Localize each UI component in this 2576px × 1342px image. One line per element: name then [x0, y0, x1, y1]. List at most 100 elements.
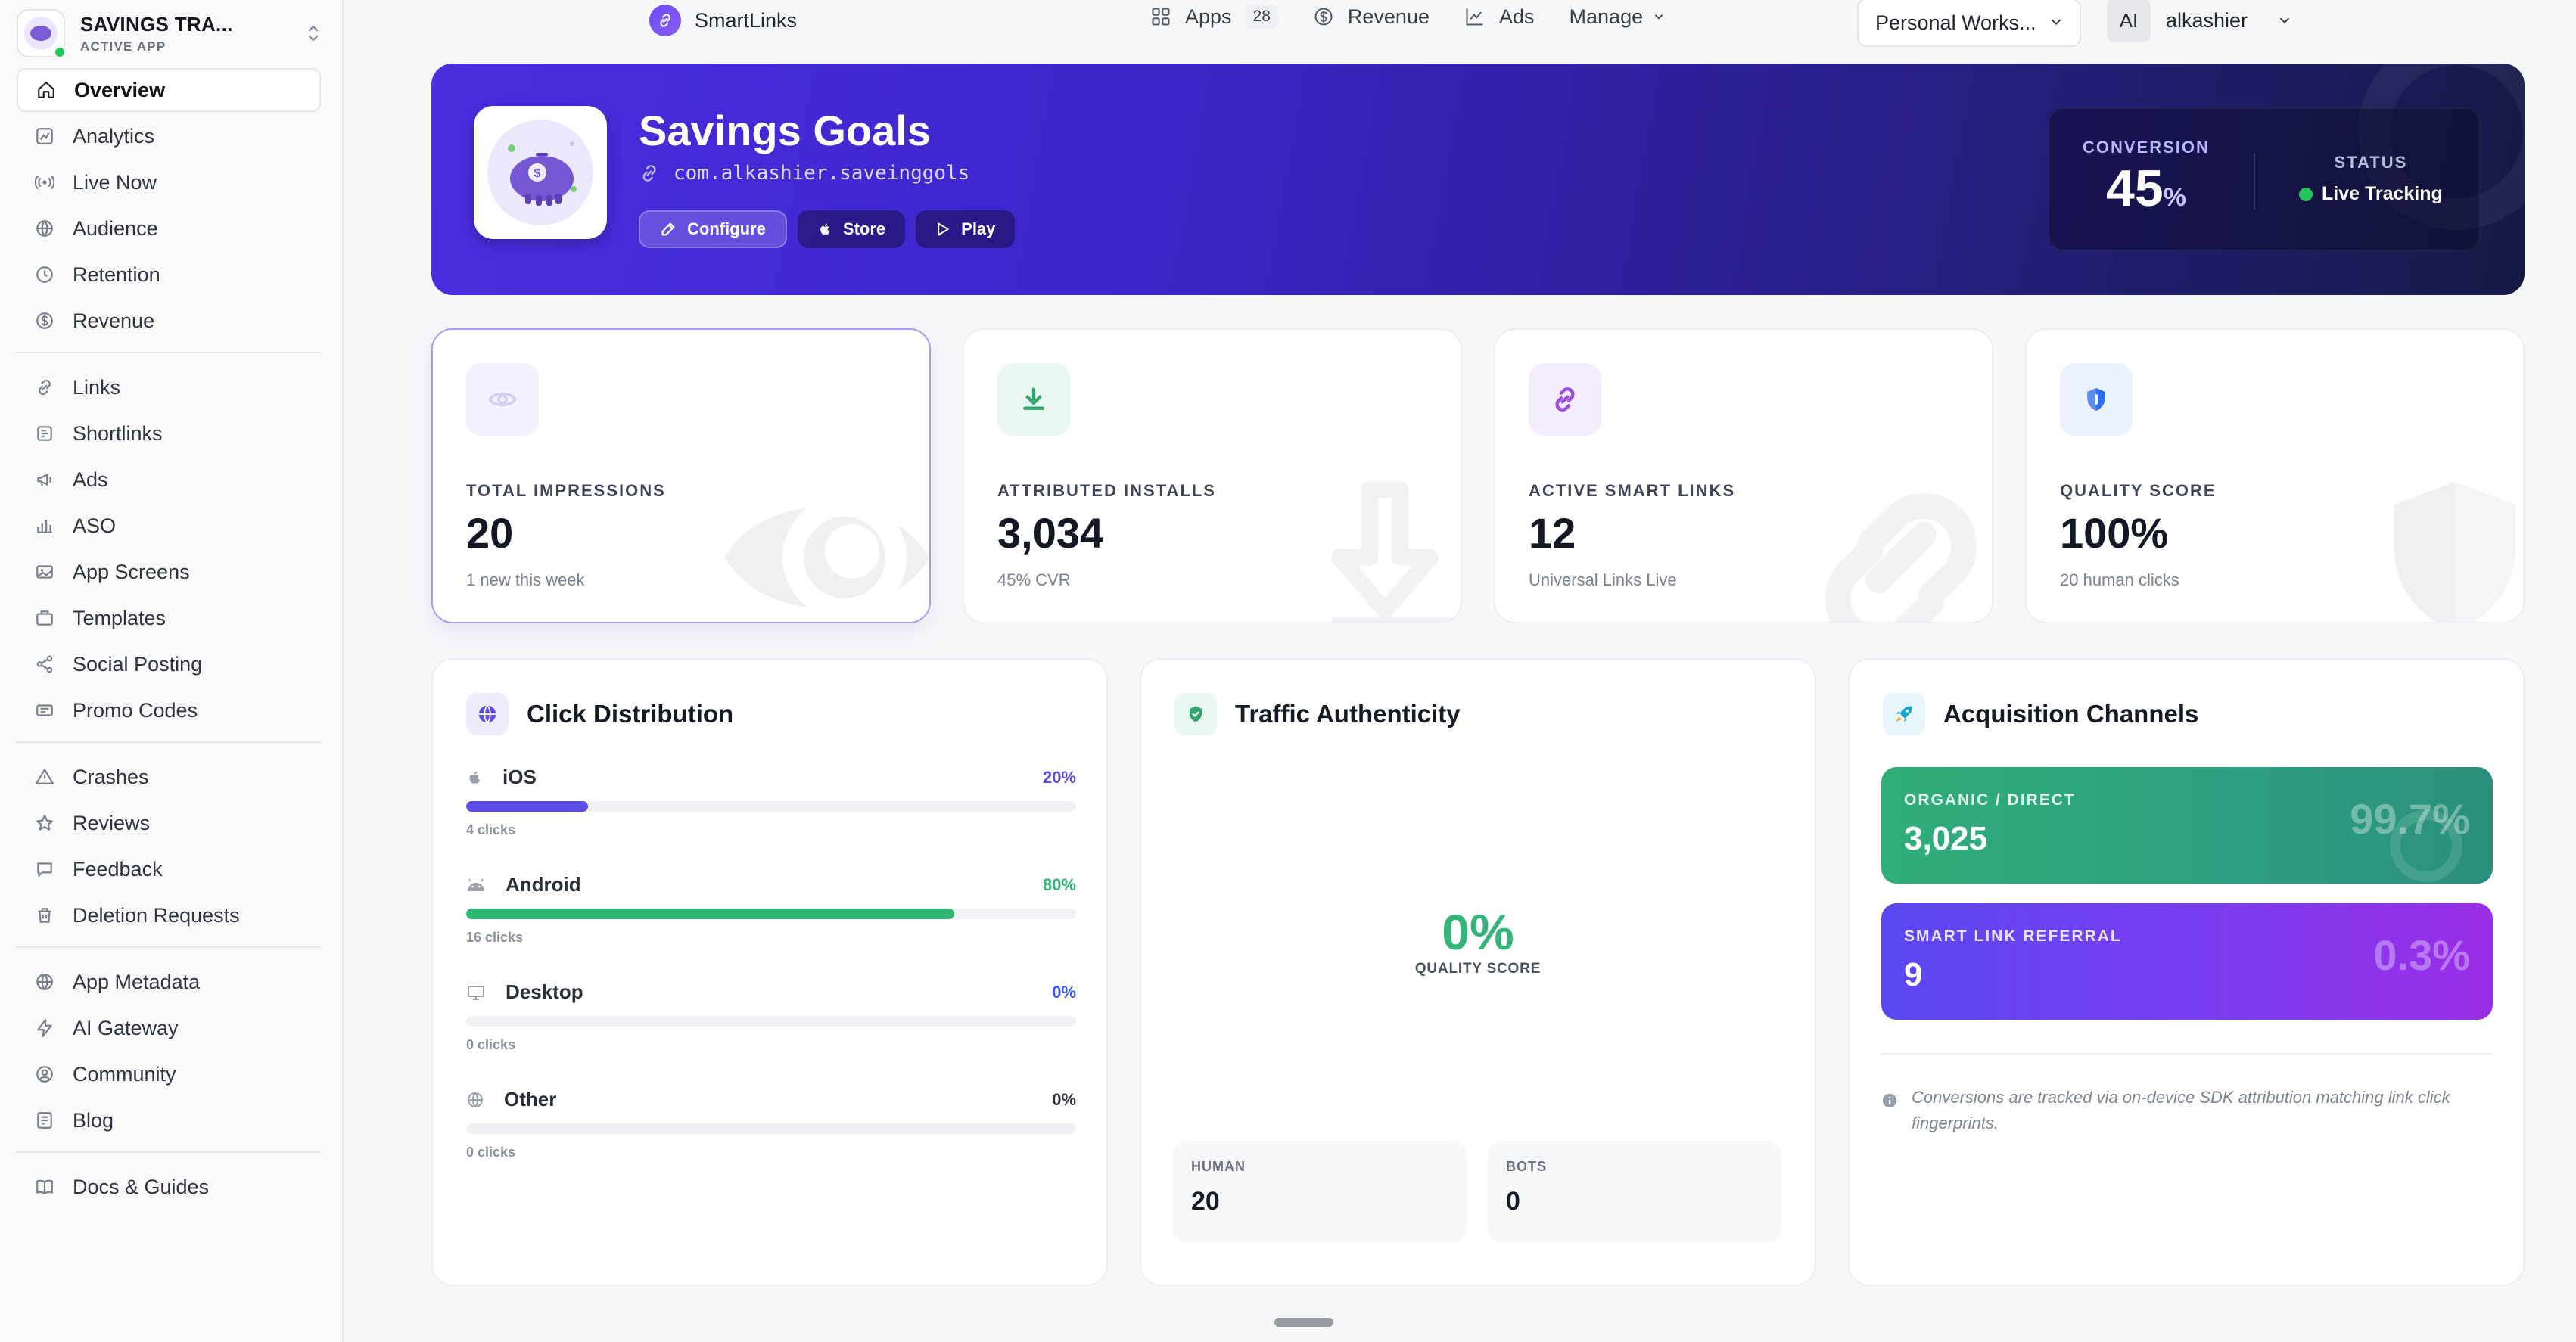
- progress-track: [466, 1123, 1076, 1134]
- workspace-selector[interactable]: Personal Works...: [1857, 0, 2081, 47]
- image-icon: [35, 562, 54, 582]
- human-count-box: HUMAN 20: [1173, 1141, 1467, 1242]
- conversion-label: CONVERSION: [2083, 138, 2210, 157]
- topnav-revenue[interactable]: Revenue: [1313, 5, 1430, 29]
- shield-watermark-icon: [2379, 467, 2523, 622]
- kpi-label: ATTRIBUTED INSTALLS: [997, 481, 1216, 500]
- sidebar-item-overview[interactable]: Overview: [17, 68, 321, 112]
- sidebar-item-live-now[interactable]: Live Now: [17, 160, 321, 204]
- chevron-up-down-icon: [307, 23, 319, 45]
- kpi-card-impressions[interactable]: TOTAL IMPRESSIONS 20 1 new this week: [431, 328, 931, 623]
- chart-icon: [1466, 8, 1483, 26]
- quality-score-value: 0%: [1442, 904, 1514, 960]
- download-watermark-icon: [1317, 467, 1461, 622]
- sidebar-item-app-screens[interactable]: App Screens: [17, 550, 321, 594]
- app-avatar: [17, 9, 67, 59]
- sidebar-item-aso[interactable]: ASO: [17, 504, 321, 548]
- human-value: 20: [1191, 1187, 1220, 1216]
- status-badge: Live Tracking: [2299, 183, 2443, 205]
- conversion-stat: CONVERSION 45%: [2083, 138, 2210, 218]
- clock-icon: [35, 265, 54, 284]
- panel-title: Click Distribution: [527, 700, 734, 728]
- sidebar-item-deletion-requests[interactable]: Deletion Requests: [17, 893, 321, 937]
- attribution-note-text: Conversions are tracked via on-device SD…: [1912, 1088, 2450, 1132]
- sidebar-item-blog[interactable]: Blog: [17, 1098, 321, 1142]
- topnav-apps[interactable]: Apps 28: [1150, 5, 1278, 29]
- chevron-down-icon: [2051, 19, 2061, 26]
- bundle-id-text: com.alkashier.saveinggols: [674, 162, 970, 185]
- sidebar-item-retention[interactable]: Retention: [17, 253, 321, 297]
- chat-icon: [35, 859, 54, 879]
- sidebar-item-community[interactable]: Community: [17, 1052, 321, 1096]
- link-icon: [35, 377, 54, 397]
- sidebar-item-links[interactable]: Links: [17, 365, 321, 409]
- platform-name: Android: [506, 873, 581, 896]
- kpi-card-smart-links[interactable]: ACTIVE SMART LINKS 12 Universal Links Li…: [1494, 328, 1993, 623]
- trash-icon: [35, 906, 54, 925]
- sidebar-divider: [17, 352, 321, 353]
- bots-count-box: BOTS 0: [1488, 1141, 1781, 1242]
- kpi-card-installs[interactable]: ATTRIBUTED INSTALLS 3,034 45% CVR: [963, 328, 1462, 623]
- panel-header: Acquisition Channels: [1883, 693, 2198, 735]
- human-label: HUMAN: [1191, 1159, 1246, 1174]
- sidebar-item-feedback[interactable]: Feedback: [17, 847, 321, 891]
- sidebar-item-social-posting[interactable]: Social Posting: [17, 642, 321, 686]
- topnav-manage[interactable]: Manage: [1570, 5, 1666, 29]
- sidebar-item-analytics[interactable]: Analytics: [17, 114, 321, 158]
- channel-label: ORGANIC / DIRECT: [1904, 791, 2076, 809]
- workspace-name: Personal Works...: [1875, 11, 2036, 34]
- sidebar-item-crashes[interactable]: Crashes: [17, 755, 321, 799]
- sidebar: SAVINGS TRA... ACTIVE APP Overview Analy…: [0, 0, 344, 1342]
- kpi-label: TOTAL IMPRESSIONS: [466, 481, 666, 500]
- channel-card-smart-link[interactable]: SMART LINK REFERRAL 9 0.3%: [1881, 903, 2493, 1020]
- kpi-card-quality-score[interactable]: QUALITY SCORE 100% 20 human clicks: [2025, 328, 2525, 623]
- sidebar-item-label: Blog: [73, 1108, 114, 1132]
- sidebar-item-ads[interactable]: Ads: [17, 458, 321, 502]
- sidebar-item-label: Shortlinks: [73, 421, 163, 445]
- sidebar-item-templates[interactable]: Templates: [17, 596, 321, 640]
- sidebar-item-shortlinks[interactable]: Shortlinks: [17, 412, 321, 455]
- sidebar-item-label: Ads: [73, 468, 108, 491]
- platform-clicks: 0 clicks: [466, 1037, 516, 1052]
- sidebar-item-promo-codes[interactable]: Promo Codes: [17, 688, 321, 732]
- panel-header: Click Distribution: [466, 693, 733, 735]
- channel-value: 9: [1904, 956, 1923, 993]
- sidebar-divider: [17, 1151, 321, 1153]
- scroll-handle[interactable]: [1274, 1318, 1333, 1327]
- smartlinks-logo-icon: [649, 5, 681, 36]
- sidebar-item-reviews[interactable]: Reviews: [17, 801, 321, 845]
- topnav-ads[interactable]: Ads: [1464, 5, 1535, 29]
- brand-link[interactable]: SmartLinks: [649, 5, 797, 36]
- sidebar-item-ai-gateway[interactable]: AI Gateway: [17, 1006, 321, 1050]
- kpi-icon-badge: [1529, 363, 1601, 436]
- store-button[interactable]: Store: [797, 210, 906, 248]
- platform-name: Other: [504, 1088, 557, 1111]
- topnav-ads-label: Ads: [1499, 5, 1535, 28]
- sidebar-item-revenue[interactable]: Revenue: [17, 299, 321, 343]
- channel-card-organic[interactable]: ORGANIC / DIRECT 3,025 99.7%: [1881, 767, 2493, 884]
- rocket-icon: [1896, 706, 1912, 722]
- quality-score-display: 0% QUALITY SCORE: [1141, 903, 1815, 977]
- distribution-row-desktop: Desktop 0% 0 clicks: [466, 980, 1076, 1053]
- app-switcher[interactable]: SAVINGS TRA... ACTIVE APP: [17, 6, 319, 61]
- play-icon: [938, 222, 949, 236]
- sidebar-item-label: Docs & Guides: [73, 1175, 210, 1198]
- sidebar-item-app-metadata[interactable]: App Metadata: [17, 960, 321, 1004]
- sidebar-item-label: App Metadata: [73, 970, 201, 993]
- sidebar-item-label: Crashes: [73, 765, 149, 788]
- panel-title: Acquisition Channels: [1943, 700, 2199, 728]
- play-button[interactable]: Play: [916, 210, 1016, 248]
- user-menu[interactable]: AI alkashier: [2107, 0, 2293, 42]
- warning-icon: [35, 767, 54, 787]
- progress-track: [466, 801, 1076, 812]
- share-icon: [35, 654, 54, 674]
- sidebar-item-audience[interactable]: Audience: [17, 207, 321, 250]
- link-watermark-icon: [1803, 474, 1992, 622]
- globe-icon: [35, 972, 54, 992]
- sidebar-item-label: Templates: [73, 606, 166, 629]
- community-icon: [35, 1064, 54, 1084]
- sidebar-item-docs-guides[interactable]: Docs & Guides: [17, 1165, 321, 1209]
- analytics-icon: [35, 126, 54, 146]
- configure-button[interactable]: Configure: [639, 210, 787, 248]
- play-button-label: Play: [961, 219, 996, 238]
